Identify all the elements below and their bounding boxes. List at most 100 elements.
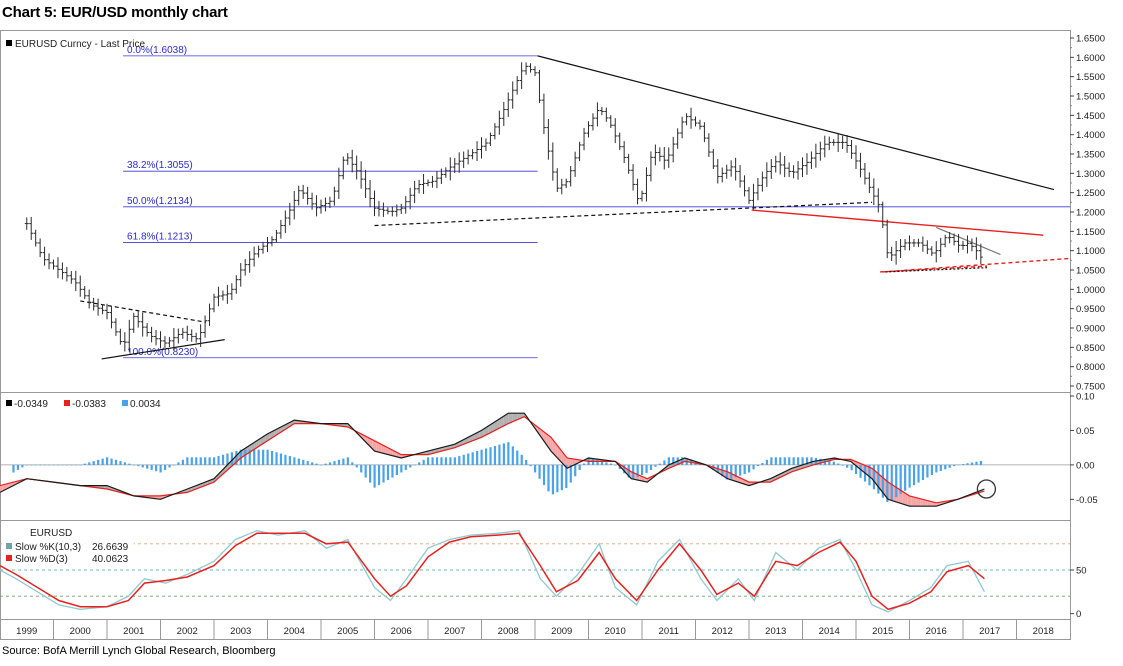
macd-fill [470,435,473,442]
macd-histogram-bar [56,464,60,466]
macd-fill [499,417,502,429]
macd-histogram-bar [12,464,15,473]
macd-histogram-bar [801,457,804,465]
macd-fill [570,458,573,467]
macd-histogram-bar [110,458,113,465]
macd-fill [512,413,515,422]
macd-fill [550,436,553,454]
macd-histogram-bar [377,464,381,486]
macd-histogram-bar [489,447,492,465]
macd-histogram-bar [97,459,100,465]
macd-histogram-bar [890,464,893,501]
macd-fill [387,447,391,456]
macd-histogram-bar [70,464,73,466]
price-y-tick-label: 1.4000 [1076,130,1105,141]
macd-histogram-bar [663,460,666,465]
macd-line [0,412,985,507]
macd-histogram-bar [850,464,853,471]
macd-histogram-bar [935,464,938,473]
macd-histogram-bar [190,457,193,465]
macd-histogram-bar [440,457,443,465]
macd-histogram-bar [444,457,448,465]
macd-histogram-bar [529,464,532,467]
x-axis-label: 1999 [16,626,37,637]
stoch-legend-title: EURUSD [30,528,72,539]
macd-legend-swatch-red [64,400,70,406]
macd-histogram-bar [739,464,742,476]
macd-histogram-bar [172,464,176,466]
macd-histogram-bar [337,459,341,465]
macd-histogram-bar [181,459,184,465]
macd-histogram-bar [538,464,541,479]
macd-histogram-bar [748,464,751,473]
macd-legend-value-black: -0.0349 [14,399,48,410]
macd-histogram-bar [435,457,439,465]
macd-fill [468,436,471,443]
trendline-8 [885,267,988,273]
macd-histogram-bar [734,464,737,478]
price-y-tick-label: 1.5500 [1076,72,1105,83]
macd-fill [481,429,484,438]
price-y-tick-label: 1.2000 [1076,208,1105,219]
macd-histogram-bar [150,464,153,470]
macd-fill [501,416,504,427]
macd-histogram-bar [364,464,367,478]
macd-histogram-bar [83,463,86,465]
macd-histogram-bar [25,464,28,466]
macd-histogram-bar [957,464,960,466]
macd-histogram-bar [855,464,858,474]
macd-fill [909,495,912,507]
macd-histogram-bar [101,458,104,465]
macd-histogram-bar [846,464,849,468]
macd-histogram-bar [970,462,974,465]
macd-histogram-bar [400,464,403,473]
price-y-tick-label: 1.3000 [1076,169,1105,180]
macd-histogram-bar [605,462,608,465]
macd-histogram-bar [48,464,51,466]
macd-histogram-bar [137,464,140,467]
macd-histogram-bar [658,463,662,465]
price-y-axis: 0.7500 0.8000 0.8500 0.9000 0.9500 1.0000 1.05… [1070,34,1105,393]
price-y-tick-label: 1.6000 [1076,53,1105,64]
macd-fill [363,435,366,442]
macd-histogram-bar [886,464,889,502]
macd-fill [485,426,489,436]
macd-fill [925,499,928,507]
price-y-tick-label: 0.9000 [1076,324,1105,335]
macd-histogram-bar [565,464,568,489]
macd-histogram-bar [881,464,884,498]
macd-fill [561,451,564,465]
macd-histogram-bar [560,464,563,491]
stoch-k-line [0,529,985,613]
x-axis-label: 2012 [712,626,733,637]
chart-title: Chart 5: EUR/USD monthly chart [2,4,228,21]
macd-fill [488,424,491,434]
trendline-6 [101,339,225,360]
macd-fill [907,494,910,507]
macd-histogram-bar [253,449,256,465]
macd-histogram-bar [756,464,760,467]
macd-histogram-bar [163,464,167,470]
price-y-tick-label: 1.3500 [1076,150,1105,161]
macd-y-tick-label: 0.10 [1076,392,1095,403]
macd-histogram-bar [578,464,581,470]
x-axis-label: 2017 [979,626,1000,637]
macd-histogram-bar [516,450,519,465]
macd-histogram-bar [476,450,479,465]
chart-source: Source: BofA Merrill Lynch Global Resear… [2,645,276,657]
macd-histogram-bar [61,464,64,466]
macd-fill [492,421,495,432]
fib-label-2: 50.0%(1.2134) [127,196,193,207]
macd-histogram-bar [837,463,840,465]
trendline-5 [80,300,207,323]
macd-histogram-bar [868,464,871,486]
x-axis-label: 2001 [123,626,144,637]
price-y-tick-label: 1.4500 [1076,111,1105,122]
macd-histogram-bar [596,459,599,465]
stoch-legend-k-value: 26.6639 [92,542,129,553]
price-legend: EURUSD Curncy - Last Price [6,39,145,50]
macd-fill [0,484,3,493]
macd-histogram-bar [208,457,211,465]
macd-histogram-bar [645,464,648,473]
